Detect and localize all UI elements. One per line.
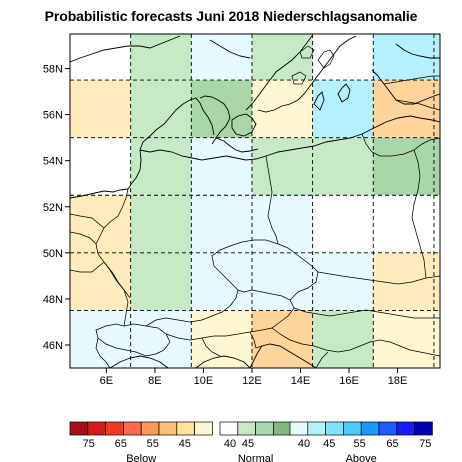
legend-value-label: 45 [242,438,254,450]
legend-swatch [69,421,89,436]
legend-value-label: 40 [224,438,236,450]
forecast-cell [130,195,192,253]
forecast-cell [130,310,192,368]
lat-tick-label: 54N [43,156,63,168]
legend-swatch [176,421,195,436]
probability-cells [70,34,440,368]
legend-swatch [343,421,362,436]
latitude-ticks: 46N 48N 50N 52N 54N 56N 58N [43,64,70,352]
legend-swatch [289,421,309,436]
forecast-cell [130,137,192,196]
legend-swatch [123,421,142,436]
legend-group-above: 40 45 55 65 75 Above [289,421,433,462]
forecast-cell [312,137,374,196]
forecast-cell [130,34,192,81]
forecast-cell [70,195,131,253]
legend-value-label: 55 [147,438,159,450]
legend-value-label: 45 [323,438,335,450]
forecast-cell [130,252,192,311]
forecast-cell [312,80,374,138]
lat-tick-label: 46N [43,340,63,352]
lon-tick-label: 16E [339,375,359,387]
legend-swatch [194,421,213,436]
map-title: Probabilistic forecasts Juni 2018 Nieder… [44,8,418,24]
legend-value-label: 45 [179,438,191,450]
forecast-cell [191,137,252,196]
forecast-cell [70,34,131,81]
legend-value-label: 75 [419,438,431,450]
lat-tick-label: 52N [43,202,63,214]
coastline-outline [70,35,440,368]
legend-title: Above [346,453,377,462]
lat-tick-label: 58N [43,64,63,76]
forecast-cell [373,310,440,368]
forecast-cell [70,137,131,196]
legend-title: Normal [238,453,273,462]
legend-swatch [378,421,398,436]
plot-frame [69,33,441,369]
forecast-cell [191,310,252,368]
forecast-cell [373,252,440,311]
graticule [70,34,440,368]
forecast-cell [251,310,313,368]
lat-tick-label: 56N [43,110,63,122]
legend-swatch [158,421,178,436]
forecast-cell [191,34,252,81]
forecast-cell [312,310,374,368]
forecast-cell [251,195,313,253]
legend-title: Below [126,453,156,462]
legend-swatch [414,421,433,436]
lat-tick-label: 50N [43,248,63,260]
legend-value-label: 65 [386,438,398,450]
legend-swatch [273,421,292,436]
legend-value-label: 40 [298,438,310,450]
forecast-cell [373,80,440,138]
legend-value-label: 65 [115,438,127,450]
legend-swatch [396,421,415,436]
forecast-cell [70,252,131,311]
forecast-cell [373,137,440,196]
legend-swatch [325,421,344,436]
legend-swatch [87,421,106,436]
forecast-cell [373,195,440,253]
legend-swatch [237,421,256,436]
legend-swatch [219,421,239,436]
forecast-cell [251,80,313,138]
forecast-cell [191,252,252,311]
longitude-ticks: 6E 8E 10E 12E 14E 16E 18E [100,368,408,387]
lat-tick-label: 48N [43,294,63,306]
lon-tick-label: 6E [100,375,113,387]
legend-swatch [255,421,274,436]
forecast-cell [191,80,252,138]
legend-swatch [140,421,160,436]
forecast-cell [312,34,374,81]
legend-group-below: 75 65 55 45 Below [69,421,213,462]
lon-tick-label: 14E [291,375,311,387]
lon-tick-label: 10E [194,375,214,387]
forecast-cell [130,80,192,138]
lon-tick-label: 8E [148,375,161,387]
legend-swatch [307,421,326,436]
lon-tick-label: 12E [242,375,262,387]
legend-group-normal: 40 45 Normal [219,421,292,462]
forecast-cell [70,310,131,368]
forecast-cell [251,252,313,311]
forecast-cell [312,252,374,311]
forecast-cell [251,34,313,81]
legend-value-label: 75 [83,438,95,450]
legend-swatch [105,421,124,436]
lon-tick-label: 18E [388,375,408,387]
legend-value-label: 55 [353,438,365,450]
forecast-cell [373,34,440,81]
forecast-cell [70,80,131,138]
legend-swatch [360,421,380,436]
forecast-cell [191,195,252,253]
forecast-cell [251,137,313,196]
forecast-cell [312,195,374,253]
